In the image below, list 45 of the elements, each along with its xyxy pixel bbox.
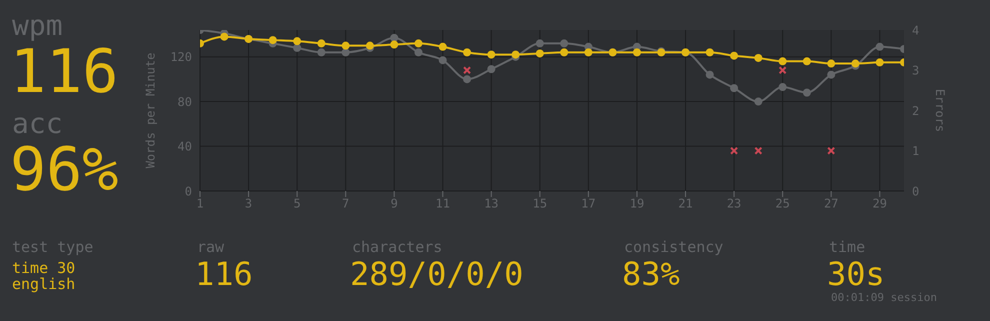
point (463, 48, 472, 56)
text: english (12, 275, 76, 293)
point (536, 49, 544, 58)
text: 96% (10, 135, 118, 205)
point (876, 58, 884, 66)
text: time 30 (12, 259, 76, 277)
point (827, 60, 836, 68)
point (706, 70, 714, 79)
point (390, 40, 398, 49)
point (560, 48, 568, 56)
point (706, 48, 714, 56)
text: 30s (827, 255, 885, 293)
point (560, 39, 568, 48)
point (778, 57, 787, 66)
point (584, 48, 592, 56)
point (463, 75, 472, 84)
point (268, 36, 277, 44)
point (487, 65, 496, 74)
text: 116 (195, 255, 253, 293)
point (487, 50, 496, 59)
point (632, 48, 641, 56)
text: 83% (622, 255, 680, 293)
point (317, 48, 326, 56)
point (876, 42, 884, 51)
point (754, 54, 762, 62)
point (802, 57, 811, 66)
point (390, 34, 398, 42)
point (414, 48, 422, 56)
point (536, 39, 544, 48)
point (317, 39, 326, 48)
point (778, 83, 787, 92)
point (293, 37, 302, 46)
point (342, 48, 350, 56)
point (827, 70, 836, 79)
point (220, 32, 228, 41)
point (438, 42, 447, 51)
point (414, 39, 422, 48)
text: 289/0/0/0 (350, 255, 524, 293)
point (438, 56, 447, 64)
point (730, 84, 738, 92)
point (342, 42, 350, 50)
point (293, 44, 302, 52)
point (754, 98, 762, 106)
point (802, 88, 811, 97)
point (730, 52, 738, 60)
